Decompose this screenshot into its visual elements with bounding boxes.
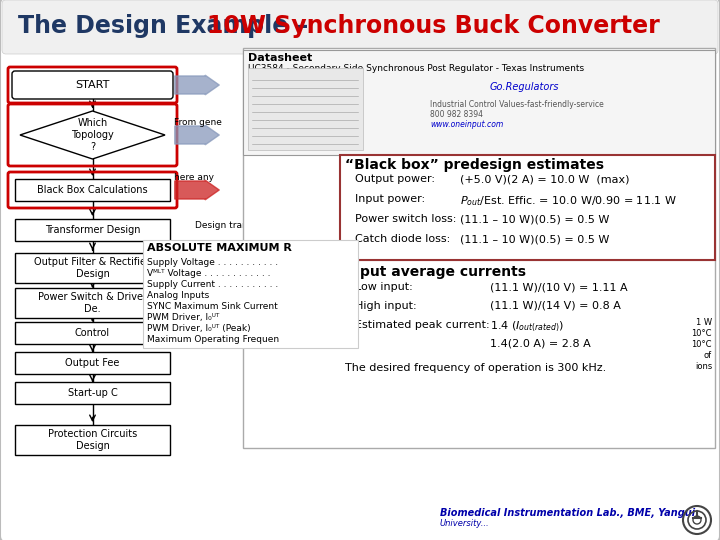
Text: The Design Example –: The Design Example – (18, 14, 317, 38)
Text: (+5.0 V)(2 A) = 10.0 W  (max): (+5.0 V)(2 A) = 10.0 W (max) (460, 174, 629, 184)
Text: Biomedical Instrumentation Lab., BME, Yangui: Biomedical Instrumentation Lab., BME, Ya… (440, 508, 695, 518)
Text: ABSOLUTE MAXIMUM R: ABSOLUTE MAXIMUM R (147, 243, 292, 253)
FancyBboxPatch shape (15, 322, 170, 344)
FancyBboxPatch shape (15, 352, 170, 374)
Text: Datasheet: Datasheet (248, 53, 312, 63)
Text: Control: Control (75, 328, 110, 338)
Text: Maximum Operating Frequen: Maximum Operating Frequen (147, 335, 279, 344)
FancyBboxPatch shape (340, 155, 715, 260)
Text: Design transfo...: Design transfo... (195, 220, 269, 230)
Text: (11.1 W)/(14 V) = 0.8 A: (11.1 W)/(14 V) = 0.8 A (490, 301, 621, 311)
Text: www.oneinput.com: www.oneinput.com (430, 120, 503, 129)
Text: Design driver cir...: Design driver cir... (195, 294, 278, 302)
Text: Catch diode loss:: Catch diode loss: (355, 234, 450, 244)
FancyBboxPatch shape (243, 50, 715, 155)
Text: Supply Current . . . . . . . . . . .: Supply Current . . . . . . . . . . . (147, 280, 278, 289)
FancyBboxPatch shape (15, 179, 170, 201)
Text: of: of (704, 351, 712, 360)
Text: High input:: High input: (355, 301, 417, 311)
Text: Input average currents: Input average currents (345, 265, 526, 279)
Text: 1 W: 1 W (696, 318, 712, 327)
FancyBboxPatch shape (15, 219, 170, 241)
Text: Black Box Calculations: Black Box Calculations (37, 185, 148, 195)
Text: University...: University... (440, 519, 490, 528)
Text: 1.4(2.0 A) = 2.8 A: 1.4(2.0 A) = 2.8 A (490, 339, 590, 349)
Text: START: START (76, 80, 109, 90)
FancyBboxPatch shape (12, 71, 173, 99)
Text: UC3584 - Secondary Side Synchronous Post Regulator - Texas Instruments: UC3584 - Secondary Side Synchronous Post… (248, 64, 584, 73)
Text: Output Filter & Rectifier
Design: Output Filter & Rectifier Design (35, 257, 150, 279)
Text: 10°C: 10°C (691, 329, 712, 338)
Text: Vᴹᴸᵀ Voltage . . . . . . . . . . . .: Vᴹᴸᵀ Voltage . . . . . . . . . . . . (147, 269, 271, 278)
FancyBboxPatch shape (15, 288, 170, 318)
Text: De: De (248, 72, 269, 86)
Polygon shape (20, 111, 165, 159)
FancyBboxPatch shape (248, 68, 363, 150)
FancyBboxPatch shape (143, 240, 358, 348)
Text: Go.Regulators: Go.Regulators (490, 82, 559, 92)
FancyBboxPatch shape (15, 253, 170, 283)
Text: “Black box” predesign estimates: “Black box” predesign estimates (345, 158, 604, 172)
Text: Supply Voltage . . . . . . . . . . .: Supply Voltage . . . . . . . . . . . (147, 258, 278, 267)
Text: (11.1 W)/(10 V) = 1.11 A: (11.1 W)/(10 V) = 1.11 A (490, 282, 628, 292)
Text: 800 982 8394: 800 982 8394 (430, 110, 483, 119)
FancyBboxPatch shape (243, 48, 715, 448)
FancyBboxPatch shape (15, 425, 170, 455)
Text: 10W Synchronous Buck Converter: 10W Synchronous Buck Converter (207, 14, 660, 38)
Text: Which
Topology
?: Which Topology ? (71, 118, 114, 152)
Text: Input power:: Input power: (355, 194, 425, 204)
Text: ions: ions (695, 362, 712, 371)
Text: here any: here any (174, 173, 214, 182)
FancyBboxPatch shape (2, 0, 718, 54)
Text: Transformer Design: Transformer Design (45, 225, 140, 235)
Text: The desired frequency of operation is 300 kHz.: The desired frequency of operation is 30… (345, 363, 606, 373)
Text: 10°C: 10°C (691, 340, 712, 349)
Text: Low input:: Low input: (355, 282, 413, 292)
Text: Design output in...
rectifiers and cap...: Design output in... rectifiers and cap..… (195, 251, 283, 269)
FancyArrowPatch shape (175, 125, 219, 145)
Text: Output power:: Output power: (355, 174, 435, 184)
Text: Power switch loss:: Power switch loss: (355, 214, 456, 224)
Text: Industrial Control Values-fast-friendly-service: Industrial Control Values-fast-friendly-… (430, 100, 604, 109)
Text: SYNC Maximum Sink Current: SYNC Maximum Sink Current (147, 302, 278, 311)
Text: (11.1 – 10 W)(0.5) = 0.5 W: (11.1 – 10 W)(0.5) = 0.5 W (460, 214, 609, 224)
Text: Estimated peak current:: Estimated peak current: (355, 320, 490, 330)
Text: Power Switch & Driver
De.: Power Switch & Driver De. (38, 292, 147, 314)
Text: From gene: From gene (174, 118, 222, 127)
Text: (11.1 – 10 W)(0.5) = 0.5 W: (11.1 – 10 W)(0.5) = 0.5 W (460, 234, 609, 244)
Text: Start-up C: Start-up C (68, 388, 117, 398)
Text: $P_{out}$/Est. Effic. = 10.0 W/0.90 = 11.1 W: $P_{out}$/Est. Effic. = 10.0 W/0.90 = 11… (460, 194, 677, 208)
Text: Analog Inputs: Analog Inputs (147, 291, 210, 300)
FancyArrowPatch shape (175, 180, 219, 200)
FancyArrowPatch shape (175, 75, 219, 94)
Text: Output Fee: Output Fee (66, 358, 120, 368)
Text: 1.4 ($I_{out(rated)}$): 1.4 ($I_{out(rated)}$) (490, 320, 564, 334)
Text: Protection Circuits
Design: Protection Circuits Design (48, 429, 137, 451)
Text: PWM Driver, I₀ᵁᵀ (Peak): PWM Driver, I₀ᵁᵀ (Peak) (147, 324, 251, 333)
FancyBboxPatch shape (15, 382, 170, 404)
Text: PWM Driver, I₀ᵁᵀ: PWM Driver, I₀ᵁᵀ (147, 313, 220, 322)
